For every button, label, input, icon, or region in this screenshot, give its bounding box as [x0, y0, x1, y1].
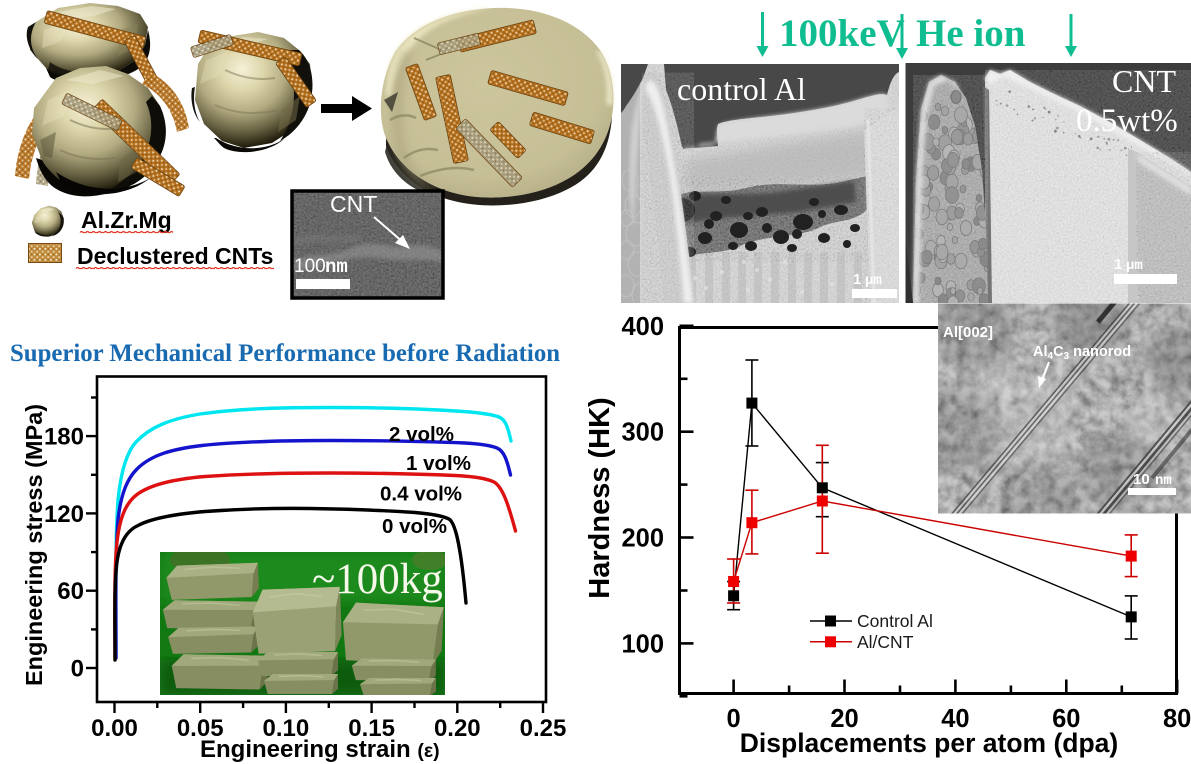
svg-text:200: 200 — [621, 525, 664, 553]
svg-text:0.15: 0.15 — [348, 715, 395, 742]
svg-text:80: 80 — [1163, 705, 1191, 733]
svg-text:CNT: CNT — [1112, 63, 1176, 99]
svg-text:400: 400 — [621, 313, 664, 341]
svg-text:0: 0 — [727, 705, 741, 733]
svg-text:μm: μm — [865, 273, 882, 289]
svg-text:Al4C3 nanorod: Al4C3 nanorod — [1033, 344, 1131, 362]
svg-text:Al[002]: Al[002] — [943, 324, 993, 341]
svg-text:300: 300 — [621, 419, 664, 447]
svg-text:Displacements per atom (dpa): Displacements per atom (dpa) — [740, 728, 1118, 758]
svg-text:Declustered CNTs: Declustered CNTs — [77, 243, 273, 269]
svg-text:2 vol%: 2 vol% — [389, 423, 454, 446]
svg-text:~100kg: ~100kg — [312, 556, 443, 603]
svg-text:1: 1 — [1114, 256, 1122, 273]
svg-text:0.05: 0.05 — [177, 715, 224, 742]
svg-text:Control Al: Control Al — [857, 611, 933, 631]
svg-text:0.5wt%: 0.5wt% — [1076, 103, 1178, 139]
svg-text:Al/CNT: Al/CNT — [857, 632, 914, 652]
svg-text:10: 10 — [1133, 471, 1150, 488]
svg-text:0.00: 0.00 — [91, 715, 138, 742]
svg-text:control Al: control Al — [677, 71, 806, 107]
svg-text:nm: nm — [325, 256, 348, 278]
svg-text:40: 40 — [941, 705, 969, 733]
svg-text:μm: μm — [1126, 258, 1143, 274]
svg-text:CNT: CNT — [330, 191, 377, 217]
svg-text:100: 100 — [621, 630, 664, 658]
svg-text:60: 60 — [57, 578, 84, 605]
svg-text:nm: nm — [1155, 473, 1172, 489]
svg-text:0.25: 0.25 — [520, 715, 567, 742]
svg-text:Engineering strain (ε): Engineering strain (ε) — [200, 736, 440, 763]
svg-text:0.4 vol%: 0.4 vol% — [380, 483, 462, 506]
svg-text:180: 180 — [44, 424, 84, 451]
svg-text:Superior Mechanical Performanc: Superior Mechanical Performance before R… — [10, 340, 560, 367]
svg-text:He ion: He ion — [916, 12, 1026, 55]
svg-text:0.10: 0.10 — [263, 715, 310, 742]
svg-text:0 vol%: 0 vol% — [382, 515, 447, 538]
svg-text:0.20: 0.20 — [434, 715, 481, 742]
svg-text:1 vol%: 1 vol% — [406, 452, 471, 475]
svg-text:0: 0 — [71, 656, 84, 683]
svg-text:120: 120 — [44, 501, 84, 528]
svg-text:100keV: 100keV — [779, 12, 905, 55]
svg-text:1: 1 — [853, 271, 861, 288]
svg-text:Engineering stress (MPa): Engineering stress (MPa) — [21, 404, 47, 686]
svg-text:20: 20 — [830, 705, 858, 733]
svg-text:100: 100 — [294, 256, 326, 277]
svg-text:60: 60 — [1052, 705, 1080, 733]
svg-text:Hardness (HK): Hardness (HK) — [584, 397, 616, 598]
svg-text:Al.Zr.Mg: Al.Zr.Mg — [81, 207, 172, 233]
